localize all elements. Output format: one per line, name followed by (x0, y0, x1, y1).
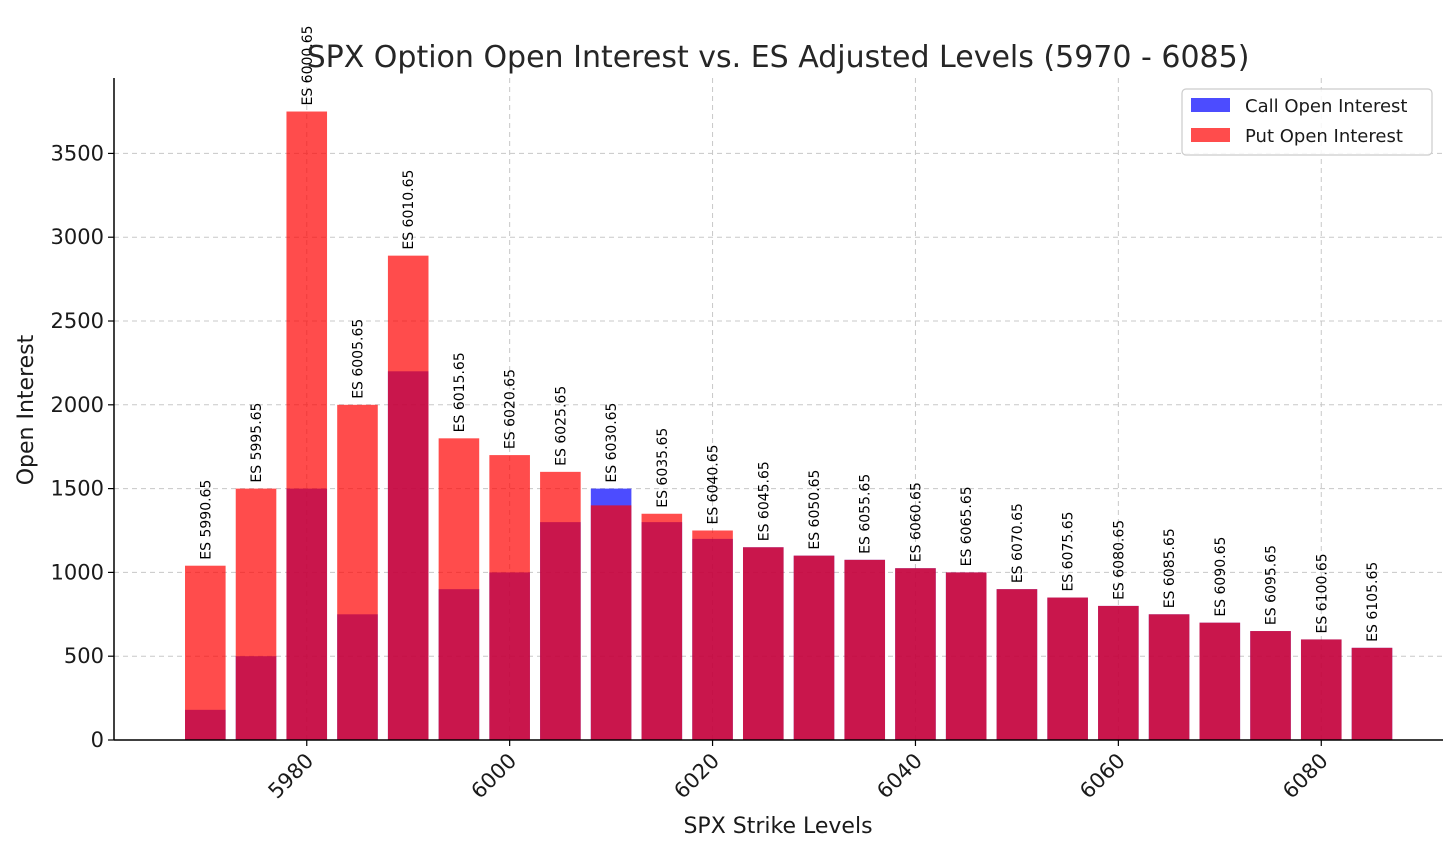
legend-put-label: Put Open Interest (1245, 126, 1403, 147)
y-tick-label-3500: 3500 (51, 141, 104, 165)
bar-annotation-6065: ES 6085.65 (1162, 528, 1178, 608)
put-bar-5985 (337, 404, 378, 740)
put-bar-6080 (1300, 639, 1342, 740)
bar-annotation-5995: ES 6015.65 (452, 352, 468, 432)
put-bar-6005 (540, 471, 581, 740)
bars-layer (185, 111, 1393, 741)
bar-annotation-6050: ES 6070.65 (1010, 503, 1026, 583)
x-tick-label-6000: 6000 (466, 749, 521, 804)
bar-annotation-6060: ES 6080.65 (1111, 520, 1127, 600)
put-bar-6010 (590, 505, 632, 740)
put-bar-5970 (185, 565, 226, 740)
put-bar-6065 (1148, 614, 1190, 740)
x-tick-label-6060: 6060 (1075, 749, 1130, 804)
put-bar-6045 (945, 572, 987, 740)
x-tick-label-6040: 6040 (872, 749, 927, 804)
put-bar-6085 (1351, 647, 1393, 740)
put-bar-6050 (996, 589, 1038, 740)
bar-annotations: ES 5990.65 ES 5995.65 ES 6000.65 ES 6005.65… (198, 25, 1381, 641)
bar-annotation-6055: ES 6075.65 (1061, 511, 1077, 591)
y-tick-label-2500: 2500 (51, 309, 104, 333)
put-bar-6015 (641, 513, 683, 740)
y-tick-label-2000: 2000 (51, 393, 104, 417)
x-tick-label-6080: 6080 (1278, 749, 1333, 804)
bar-annotation-6045: ES 6065.65 (959, 486, 975, 566)
bar-annotation-6085: ES 6105.65 (1365, 562, 1381, 642)
bar-annotation-6040: ES 6060.65 (908, 482, 924, 562)
put-bar-6060 (1098, 605, 1139, 740)
put-bar-6025 (742, 547, 784, 740)
bar-annotation-6035: ES 6055.65 (858, 474, 874, 554)
x-tick-label-6020: 6020 (669, 749, 724, 804)
bar-annotation-5980: ES 6000.65 (300, 25, 316, 105)
bar-annotation-5990: ES 6010.65 (401, 170, 417, 250)
legend-call-swatch (1191, 98, 1230, 112)
bar-annotation-6005: ES 6025.65 (553, 386, 569, 466)
bar-annotation-5970: ES 5990.65 (198, 480, 214, 560)
legend-call-label: Call Open Interest (1245, 96, 1407, 117)
put-bar-6000 (489, 455, 530, 740)
put-bar-6055 (1047, 597, 1088, 740)
legend: Call Open Interest Put Open Interest (1181, 88, 1433, 156)
put-bar-5995 (438, 438, 480, 740)
bar-annotation-6080: ES 6100.65 (1314, 553, 1330, 633)
bar-annotation-6075: ES 6095.65 (1264, 545, 1280, 625)
put-bar-6020 (692, 530, 733, 740)
legend-frame (1181, 88, 1433, 156)
put-bar-6070 (1199, 622, 1241, 740)
y-tick-label-3000: 3000 (51, 225, 104, 249)
bar-annotation-5975: ES 5995.65 (249, 403, 265, 483)
x-axis-label: SPX Strike Levels (683, 814, 872, 839)
y-tick-label-0: 0 (91, 728, 104, 752)
bar-annotation-6010: ES 6030.65 (604, 403, 620, 483)
bar-annotation-6070: ES 6090.65 (1213, 537, 1229, 617)
chart-title: SPX Option Open Interest vs. ES Adjusted… (307, 40, 1250, 75)
y-tick-label-1000: 1000 (51, 560, 104, 584)
bar-annotation-5985: ES 6005.65 (350, 319, 366, 399)
put-bar-6030 (793, 555, 835, 740)
bar-annotation-6025: ES 6045.65 (756, 461, 772, 541)
y-tick-label-1500: 1500 (51, 477, 104, 501)
bar-annotation-6015: ES 6035.65 (655, 428, 671, 508)
put-bar-5975 (235, 488, 277, 740)
bar-annotation-6000: ES 6020.65 (503, 369, 519, 449)
put-bar-5990 (387, 255, 429, 740)
put-bar-5980 (286, 111, 328, 741)
y-axis-label: Open Interest (14, 334, 39, 485)
put-bar-6035 (844, 559, 886, 740)
x-tick-label-5980: 5980 (264, 749, 319, 804)
bar-annotation-6030: ES 6050.65 (807, 470, 823, 550)
legend-put-swatch (1191, 128, 1230, 142)
y-tick-label-500: 500 (64, 644, 104, 668)
put-bar-6075 (1250, 631, 1291, 740)
bar-annotation-6020: ES 6040.65 (706, 444, 722, 524)
put-bar-6040 (895, 568, 936, 740)
